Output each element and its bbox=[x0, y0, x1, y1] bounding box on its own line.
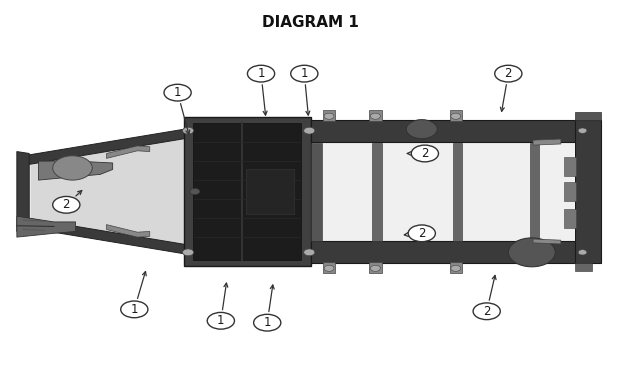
Bar bbox=[564, 157, 576, 176]
Circle shape bbox=[190, 188, 200, 195]
Bar bbox=[453, 143, 462, 241]
Text: 1: 1 bbox=[257, 67, 265, 80]
Polygon shape bbox=[106, 224, 150, 237]
Polygon shape bbox=[17, 216, 76, 237]
Bar bbox=[564, 182, 576, 201]
Circle shape bbox=[451, 265, 461, 271]
Text: 2: 2 bbox=[421, 147, 428, 160]
Circle shape bbox=[253, 314, 281, 331]
Circle shape bbox=[291, 65, 318, 82]
Bar bbox=[193, 123, 301, 260]
Circle shape bbox=[53, 156, 93, 180]
Bar bbox=[373, 143, 381, 241]
Circle shape bbox=[183, 127, 194, 134]
Polygon shape bbox=[533, 139, 561, 145]
Text: 2: 2 bbox=[418, 227, 425, 240]
Text: 1: 1 bbox=[217, 314, 225, 327]
Text: 1: 1 bbox=[130, 303, 138, 316]
Circle shape bbox=[304, 249, 315, 256]
Bar bbox=[575, 263, 592, 271]
Text: DIAGRAM 1: DIAGRAM 1 bbox=[262, 15, 359, 30]
Text: 1: 1 bbox=[174, 86, 181, 99]
Circle shape bbox=[304, 127, 315, 134]
Circle shape bbox=[371, 113, 380, 119]
Circle shape bbox=[247, 65, 274, 82]
Circle shape bbox=[406, 119, 437, 139]
Polygon shape bbox=[39, 161, 112, 180]
Circle shape bbox=[408, 225, 435, 242]
Text: 1: 1 bbox=[301, 67, 308, 80]
Circle shape bbox=[509, 238, 555, 267]
Circle shape bbox=[324, 265, 334, 271]
Text: 2: 2 bbox=[483, 305, 491, 318]
Circle shape bbox=[183, 249, 194, 256]
Bar bbox=[310, 143, 322, 241]
Bar bbox=[245, 169, 294, 214]
Bar bbox=[564, 209, 576, 228]
Polygon shape bbox=[26, 129, 187, 165]
Bar bbox=[369, 262, 381, 273]
Text: 2: 2 bbox=[505, 67, 512, 80]
Bar bbox=[310, 120, 576, 142]
Bar bbox=[323, 110, 335, 121]
Circle shape bbox=[324, 113, 334, 119]
Circle shape bbox=[411, 145, 438, 162]
Circle shape bbox=[164, 84, 191, 101]
Polygon shape bbox=[31, 130, 187, 253]
Circle shape bbox=[53, 196, 80, 213]
Text: 1: 1 bbox=[263, 316, 271, 329]
Circle shape bbox=[371, 265, 380, 271]
Polygon shape bbox=[29, 155, 187, 253]
Circle shape bbox=[473, 303, 501, 320]
Bar bbox=[312, 143, 574, 241]
Polygon shape bbox=[26, 218, 187, 254]
Circle shape bbox=[578, 128, 587, 133]
Bar bbox=[450, 110, 462, 121]
Bar bbox=[575, 120, 601, 263]
Circle shape bbox=[207, 313, 235, 329]
Polygon shape bbox=[533, 239, 561, 244]
Text: 2: 2 bbox=[63, 198, 70, 211]
Polygon shape bbox=[106, 146, 150, 159]
Circle shape bbox=[495, 65, 522, 82]
Bar bbox=[310, 241, 576, 263]
Bar bbox=[575, 113, 601, 120]
Circle shape bbox=[578, 250, 587, 255]
Bar bbox=[450, 262, 462, 273]
Bar bbox=[530, 143, 539, 241]
Bar bbox=[369, 110, 381, 121]
Circle shape bbox=[120, 301, 148, 318]
Polygon shape bbox=[17, 152, 29, 231]
Bar bbox=[184, 117, 310, 266]
Bar bbox=[323, 262, 335, 273]
Circle shape bbox=[451, 113, 461, 119]
